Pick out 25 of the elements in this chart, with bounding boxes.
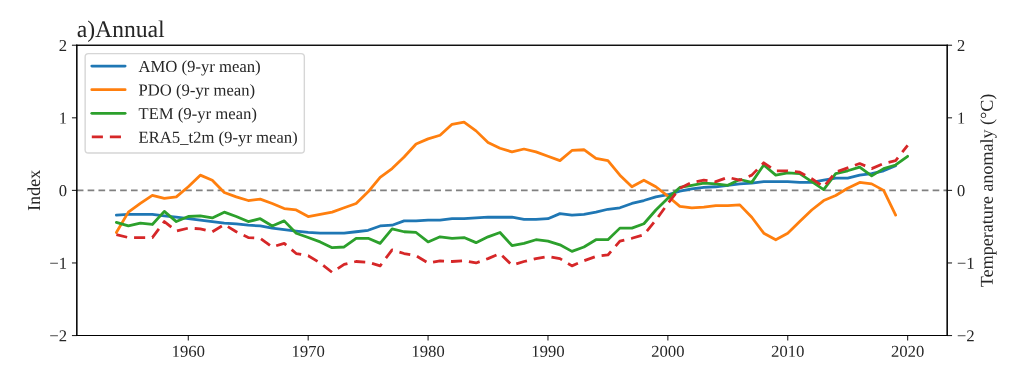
y2-tick-label: 2: [957, 39, 965, 52]
y-tick-label: −2: [50, 330, 67, 342]
y2-axis-title: Temperature anomaly (°C): [980, 94, 997, 287]
x-tick-label: 1990: [532, 345, 564, 357]
y-axis-title: Index: [27, 170, 41, 211]
y-tick-label: −1: [50, 257, 67, 269]
y2-tick-label: −1: [957, 257, 974, 269]
legend-label: TEM (9-yr mean): [138, 107, 257, 123]
legend-label: PDO (9-yr mean): [138, 83, 255, 100]
x-tick-label: 1960: [173, 345, 205, 357]
chart-title: a)Annual: [77, 20, 165, 42]
x-tick-label: 1980: [412, 345, 445, 357]
y2-tick-label: 0: [957, 185, 965, 197]
line-series: [114, 154, 910, 253]
x-tick-label: 2000: [651, 345, 684, 357]
legend-label: ERA5_t2m (9-yr mean): [138, 131, 297, 147]
x-tick-label: 1970: [292, 345, 325, 357]
y2-tick-label: −2: [957, 330, 974, 342]
y-tick-label: 2: [59, 39, 67, 52]
x-tick-label: 2020: [891, 345, 924, 357]
y-tick-label: 0: [59, 185, 67, 197]
legend-label: AMO (9-yr mean): [138, 60, 260, 76]
y-tick-label: 1: [60, 112, 67, 124]
x-tick-label: 2010: [771, 345, 804, 357]
y2-tick-label: 1: [958, 112, 965, 124]
